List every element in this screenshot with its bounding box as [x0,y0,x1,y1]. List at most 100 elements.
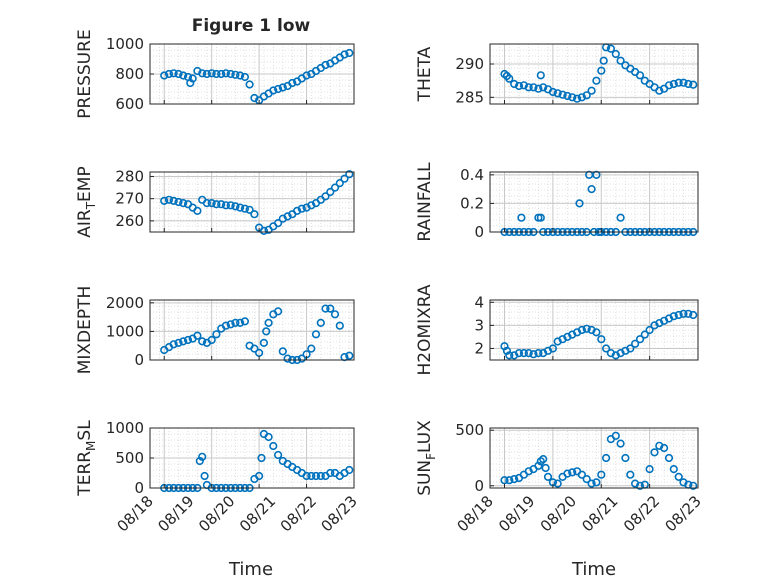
plot-area [490,428,698,488]
data-point [345,465,354,475]
data-point [183,335,193,345]
data-point [568,468,577,477]
data-point [221,69,230,78]
data-point [505,74,514,83]
data-point [587,479,596,488]
y-tick-label: 285 [455,88,484,106]
data-point [664,81,674,90]
data-point [221,201,230,210]
y-tick-label: 0 [134,479,144,497]
data-point [212,200,221,209]
data-point [179,337,188,346]
data-point [245,80,254,89]
data-point [221,321,230,330]
data-point [217,69,226,79]
x-tick-label: 08/22 [620,492,663,535]
data-point [259,226,269,235]
subplot-grid: 600 800 1000 PRESSURE 285 290 THETA 260 270 280 AI… [75,29,705,535]
data-point [207,69,216,78]
data-point [575,199,584,208]
axes-box [149,171,355,233]
data-point [259,338,269,348]
data-point [307,344,316,353]
data-point [262,327,271,336]
data-point [307,201,316,210]
data-point [505,351,514,360]
series-markers [160,170,354,235]
y-tick-label: 290 [455,55,484,73]
subplot-pressure: 600 800 1000 PRESSURE [75,29,355,119]
data-point [202,199,211,208]
data-point [519,81,529,90]
subplot-rainfall: 0 0.2 0.4 RAINFALL [415,162,699,242]
data-point [674,78,683,87]
data-point [236,71,245,80]
data-point [340,50,349,59]
data-point [655,86,664,95]
data-point [321,192,330,201]
data-point [640,330,649,339]
data-point [164,69,174,79]
data-point [543,472,553,482]
data-point [193,331,202,340]
y-tick-label: 280 [115,167,144,185]
data-point [582,324,591,333]
data-point [529,350,538,359]
x-tick-label: 08/23 [318,492,361,535]
y-axis-label: RAINFALL [415,162,435,242]
y-axis-label: MIXDEPTH [75,286,95,375]
data-point [302,471,311,481]
x-tick-label: 08/21 [236,492,279,535]
y-tick-label: 270 [115,190,144,208]
data-point [257,453,266,463]
y-tick-label: 600 [115,95,144,113]
axes-box [149,299,355,361]
data-point [577,93,587,102]
data-point [616,439,625,448]
data-point [236,203,245,212]
data-point [611,431,620,440]
data-point [274,84,283,94]
data-point [684,309,693,318]
data-point [316,471,325,481]
data-point [500,476,509,485]
data-point [611,49,620,59]
data-point [240,317,249,326]
data-point [529,83,538,92]
data-point [283,354,292,363]
data-point [302,71,311,80]
y-tick-label: 1000 [106,419,144,437]
x-tick-label: 08/21 [578,492,621,535]
y-tick-label: 260 [115,212,144,230]
data-point [217,200,226,209]
data-point [326,304,335,313]
data-point [626,470,635,479]
data-point [202,69,211,79]
data-point [269,86,278,95]
data-point [174,69,183,79]
y-tick-label: 1000 [106,35,144,53]
data-point [674,310,683,320]
data-point [264,432,273,442]
figure-title: Figure 1 low [192,16,311,36]
data-point [630,339,640,348]
data-point [264,318,273,328]
data-point [689,481,698,490]
data-point [212,330,221,339]
data-point [174,197,183,207]
data-point [601,453,611,463]
data-point [200,471,209,481]
data-point [582,91,591,100]
y-tick-label: 500 [455,421,484,439]
axes-box [489,299,699,361]
x-tick-label: 08/20 [537,492,580,535]
data-point [179,71,188,80]
data-point [539,455,548,464]
plot-area [490,44,698,104]
data-point [597,66,606,75]
data-point [198,337,207,346]
data-point [592,328,601,337]
data-point [616,56,625,65]
